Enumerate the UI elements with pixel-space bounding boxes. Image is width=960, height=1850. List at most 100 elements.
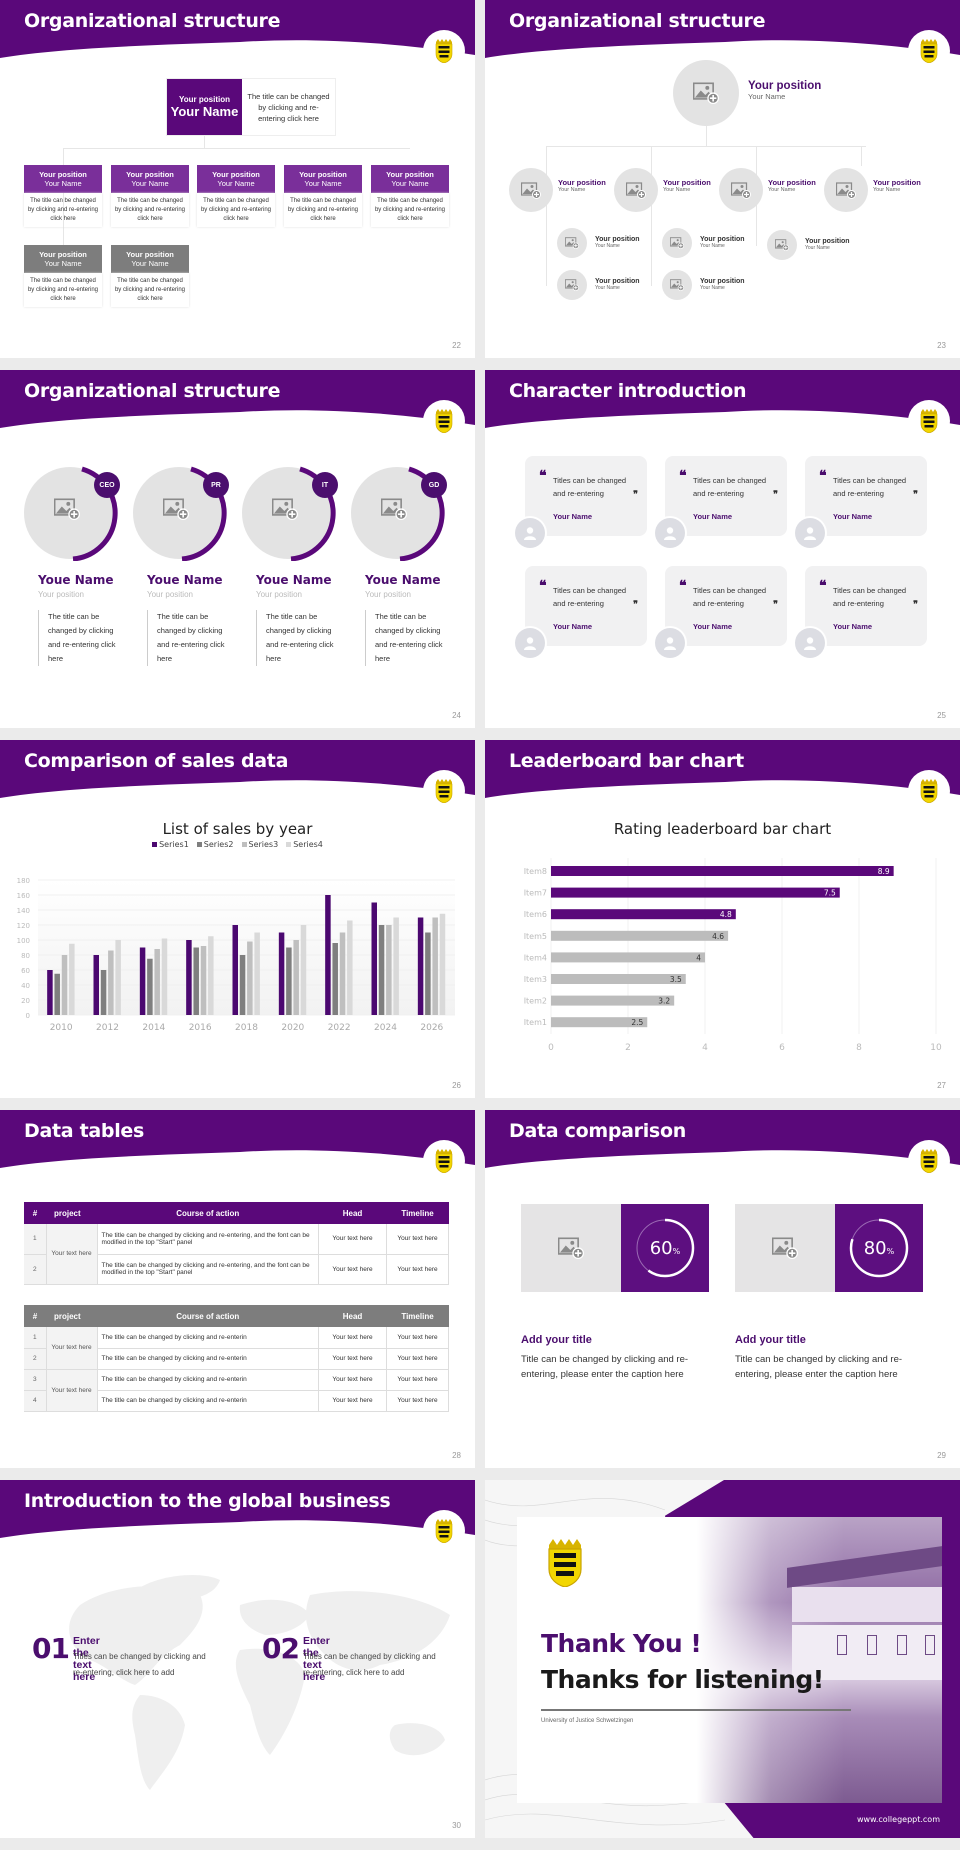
svg-text:2024: 2024 [374, 1023, 397, 1033]
legend-item: Series3 [241, 840, 278, 849]
add-image-icon [565, 279, 579, 291]
slide-27[interactable]: Leaderboard bar chart Rating leaderboard… [485, 740, 960, 1098]
quote-card[interactable]: ❝ Titles can be changed and re-entering … [665, 456, 787, 536]
quote-card[interactable]: ❝ Titles can be changed and re-entering … [525, 566, 647, 646]
avatar [513, 626, 547, 660]
quote-author: Your Name [553, 622, 593, 631]
org-card[interactable]: Your position Your Name The title can be c… [111, 165, 189, 227]
slide-30[interactable]: Introduction to the global business 01 E… [0, 1480, 475, 1838]
top-position-label: Your position Your Name [748, 80, 821, 101]
org-card[interactable]: Your position Your Name The title can be c… [284, 165, 362, 227]
slide-24[interactable]: Organizational structure CEO Youe Name Y… [0, 370, 475, 728]
quote-card[interactable]: ❝ Titles can be changed and re-entering … [525, 456, 647, 536]
quote-card[interactable]: ❝ Titles can be changed and re-entering … [805, 566, 927, 646]
open-quote-icon: ❝ [679, 578, 687, 594]
member-name: Youe Name [256, 573, 332, 587]
open-quote-icon: ❝ [539, 578, 547, 594]
description: The title can be changed by clicking and… [284, 193, 362, 227]
org-card[interactable]: Your position Your Name The title can be c… [24, 245, 102, 307]
image-placeholder[interactable] [521, 1204, 621, 1292]
quote-author: Your Name [693, 622, 733, 631]
photo-placeholder[interactable] [614, 168, 658, 212]
slide-25[interactable]: Character introduction ❝ Titles can be c… [485, 370, 960, 728]
column-header: Course of action [176, 1311, 240, 1321]
org-card[interactable]: Your position Your Name The title can be c… [197, 165, 275, 227]
photo-placeholder[interactable] [673, 60, 739, 126]
header-wave [485, 0, 960, 58]
description: The title can be changed by clicking and… [111, 193, 189, 227]
member-position: Your position [365, 590, 411, 599]
photo-placeholder[interactable] [509, 168, 553, 212]
page-number: 24 [452, 711, 461, 720]
item-heading: Enter the text here [303, 1635, 330, 1683]
university-name: University of Justice Schwetzingen [541, 1718, 634, 1724]
slide-26[interactable]: Comparison of sales data List of sales b… [0, 740, 475, 1098]
position-label: Your position [126, 170, 174, 179]
timeline-cell: Your text here [386, 1369, 449, 1391]
item-number: 02 [262, 1632, 300, 1665]
item-number: 01 [32, 1632, 70, 1665]
org-card[interactable]: Your position Your Name The title can be c… [371, 165, 449, 227]
member-profile[interactable]: IT Youe Name Your position The title can… [242, 370, 342, 728]
slide-header: Organizational structure [0, 370, 475, 430]
table-row: 1 Your text here The title can be changed … [24, 1224, 449, 1285]
header-wave [485, 370, 960, 428]
quote-card[interactable]: ❝ Titles can be changed and re-entering … [805, 456, 927, 536]
position-label-group: Your position Your Name [558, 178, 606, 193]
table-row: 3 Your text here The title can be changed … [24, 1369, 449, 1412]
column-header: # [32, 1208, 38, 1218]
member-position: Your position [38, 590, 84, 599]
slide-31-thank-you[interactable]: Thank You ! Thanks for listening! Univer… [485, 1480, 960, 1838]
photo-placeholder[interactable] [557, 270, 587, 300]
member-profile[interactable]: PR Youe Name Your position The title can… [133, 370, 233, 728]
position-label: Your position [299, 170, 347, 179]
user-icon [524, 637, 536, 650]
progress-ring: 60% [621, 1204, 709, 1292]
coat-of-arms-logo [423, 30, 465, 72]
item-description: Titles can be changed by clicking and re… [303, 1652, 436, 1677]
svg-text:8.9: 8.9 [878, 867, 890, 876]
image-placeholder[interactable] [735, 1204, 835, 1292]
slide-22[interactable]: Organizational structure Your position Yo… [0, 0, 475, 358]
add-image-icon [772, 1237, 798, 1260]
coat-of-arms-icon [548, 1539, 582, 1588]
photo-placeholder[interactable] [767, 230, 797, 260]
photo-placeholder[interactable] [662, 270, 692, 300]
column-header: Timeline [401, 1208, 434, 1218]
description: The title can be changed by clicking and… [197, 193, 275, 227]
chart-title: List of sales by year [162, 820, 313, 838]
photo-placeholder[interactable] [824, 168, 868, 212]
org-card[interactable]: Your position Your Name The title can be c… [24, 165, 102, 227]
coat-of-arms-logo [908, 770, 950, 812]
open-quote-icon: ❝ [539, 468, 547, 484]
top-position-box[interactable]: Your position Your Name The title can be … [166, 78, 336, 136]
photo-placeholder[interactable] [662, 228, 692, 258]
slide-28[interactable]: Data tables # project Course of action Head… [0, 1110, 475, 1468]
page-number: 25 [937, 711, 946, 720]
svg-text:Item1: Item1 [524, 1018, 547, 1027]
slide-23[interactable]: Organizational structure Your position Yo… [485, 0, 960, 358]
column-header: project [54, 1208, 81, 1218]
page-number: 30 [452, 1821, 461, 1830]
avatar [793, 516, 827, 550]
member-profile[interactable]: GD Youe Name Your position The title can… [351, 370, 451, 728]
coat-of-arms-icon [920, 779, 938, 803]
close-quote-icon: ❞ [633, 489, 638, 499]
close-quote-icon: ❞ [773, 599, 778, 609]
slide-29[interactable]: Data comparison 60% Add your title Title… [485, 1110, 960, 1468]
website-link[interactable]: www.collegeppt.com [856, 1815, 940, 1824]
org-card[interactable]: Your position Your Name The title can be c… [111, 245, 189, 307]
add-image-icon [670, 279, 684, 291]
page-number: 27 [937, 1081, 946, 1090]
member-profile[interactable]: CEO Youe Name Your position The title ca… [24, 370, 124, 728]
add-image-icon [380, 498, 407, 521]
name-label: Your Name [304, 179, 342, 188]
quote-card[interactable]: ❝ Titles can be changed and re-entering … [665, 566, 787, 646]
page-number: 23 [937, 341, 946, 350]
photo-placeholder[interactable] [719, 168, 763, 212]
chart-legend: Series1 Series2 Series3 Series4 [0, 840, 475, 849]
open-quote-icon: ❝ [819, 578, 827, 594]
photo-placeholder[interactable] [557, 228, 587, 258]
quote-text: Titles can be changed and re-entering [833, 586, 907, 608]
